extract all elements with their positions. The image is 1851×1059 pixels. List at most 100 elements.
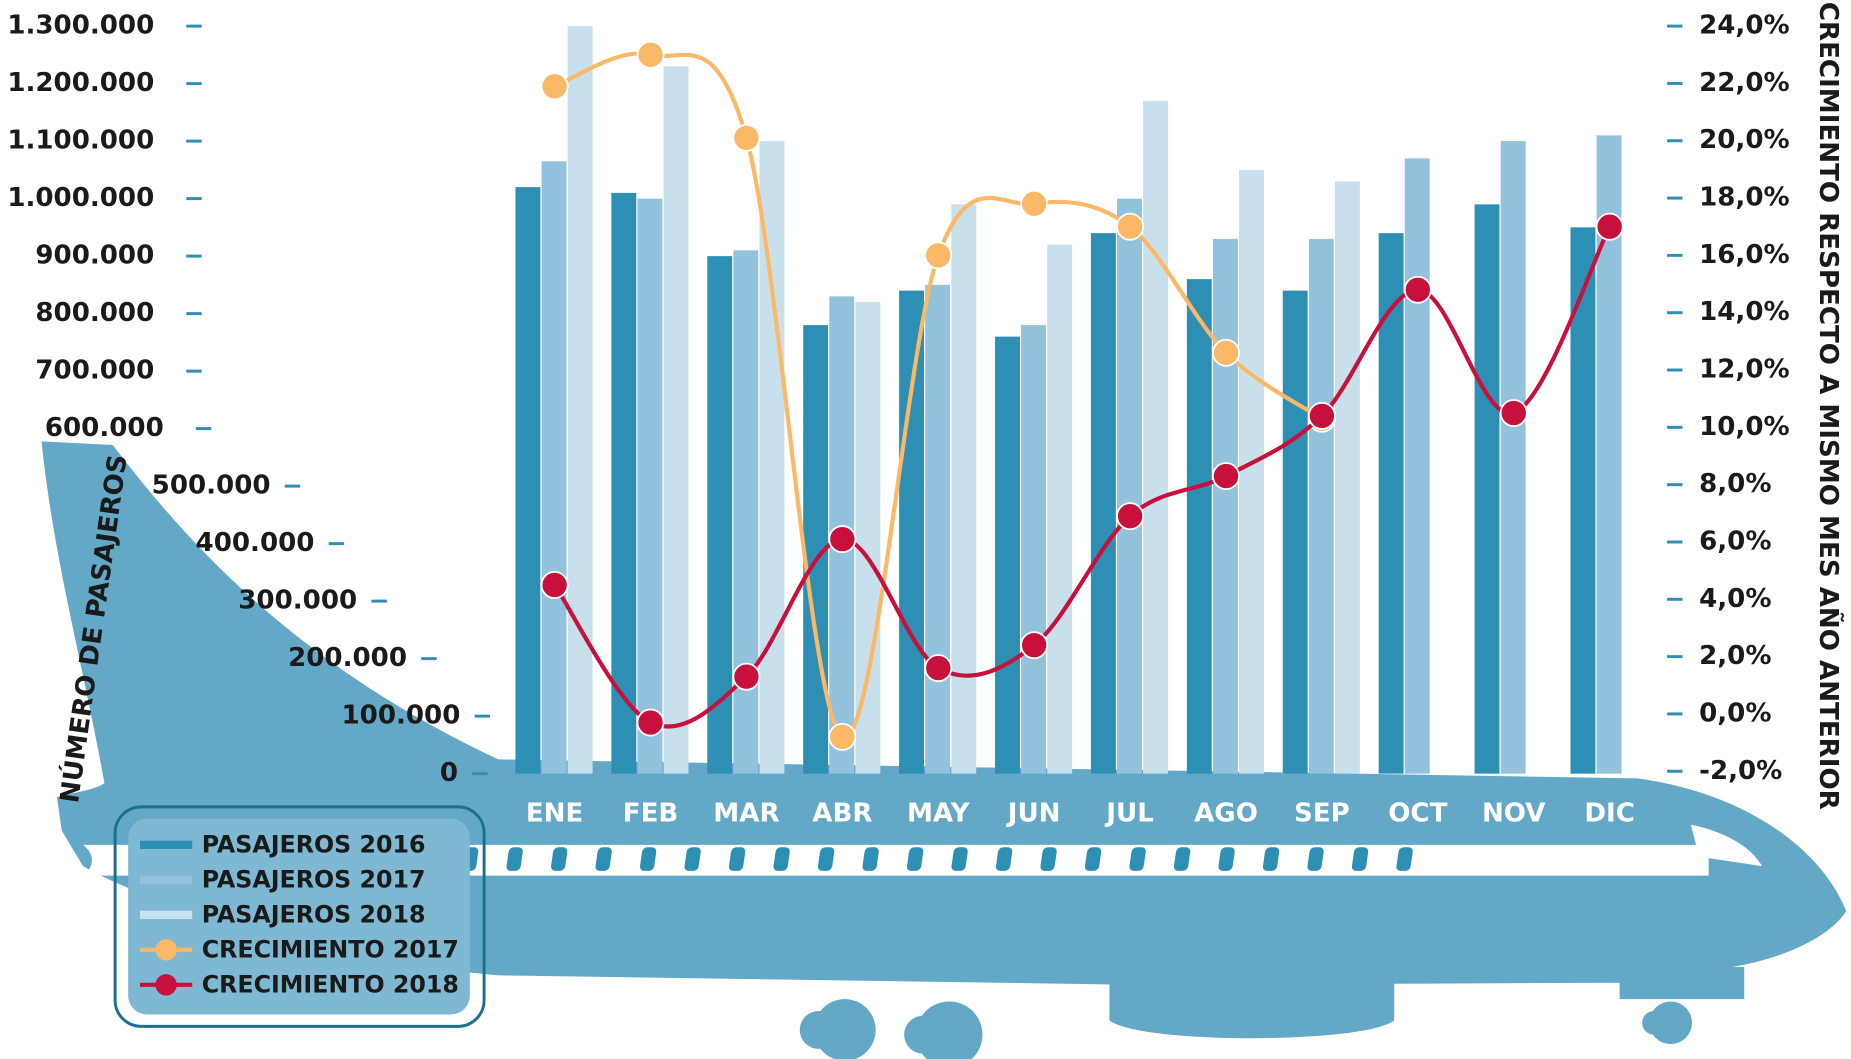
bar (1474, 204, 1500, 774)
bar (567, 26, 593, 774)
window (862, 847, 879, 871)
growth-marker (1116, 502, 1145, 531)
bar (1334, 181, 1360, 774)
y-tick-label: 800.000 (35, 298, 154, 328)
legend-label: CRECIMIENTO 2018 (202, 971, 459, 999)
y2-tick-label: 18,0% (1699, 183, 1790, 213)
y2-tick-label: 8,0% (1699, 469, 1771, 499)
growth-marker (1116, 212, 1145, 241)
x-tick-label: JUN (1006, 798, 1061, 828)
window (1173, 847, 1191, 871)
y2-tick-label: 20,0% (1699, 125, 1790, 155)
window (951, 847, 968, 871)
growth-marker (828, 525, 857, 554)
bar (707, 256, 733, 774)
window (728, 847, 746, 871)
window (773, 847, 790, 871)
growth-marker (924, 654, 953, 683)
bar (855, 302, 881, 774)
y2-tick-label: 12,0% (1699, 355, 1790, 385)
growth-marker (828, 722, 857, 751)
y-tick-label: 0 (440, 758, 458, 788)
y2-tick-label: 22,0% (1699, 68, 1790, 98)
growth-marker (924, 241, 953, 270)
bar (1308, 238, 1334, 774)
growth-marker (540, 571, 569, 599)
y-tick-label: 1.300.000 (7, 11, 154, 41)
bar (951, 204, 977, 774)
y-tick-label: 100.000 (342, 701, 461, 731)
y2-tick-label: -2,0% (1699, 756, 1782, 786)
x-tick-label: AGO (1194, 798, 1258, 828)
legend-label: PASAJEROS 2017 (202, 866, 426, 894)
legend-marker (155, 939, 177, 961)
y-tick-label: 900.000 (35, 241, 154, 271)
bar (925, 284, 951, 774)
y-tick-label: 400.000 (196, 528, 315, 558)
y-tick-label: 300.000 (238, 586, 357, 616)
x-tick-label: MAR (713, 798, 779, 828)
y-tick-label: 500.000 (152, 471, 271, 501)
window (639, 847, 657, 871)
bar (1143, 100, 1169, 774)
y-tick-label: 200.000 (288, 643, 407, 673)
window (595, 847, 612, 871)
window (1218, 847, 1235, 871)
x-tick-label: ENE (526, 798, 583, 828)
x-tick-label: NOV (1482, 798, 1546, 828)
bar (1117, 198, 1142, 774)
y-tick-label: 1.200.000 (7, 68, 154, 98)
bar (1378, 233, 1404, 774)
growth-marker (1499, 399, 1528, 427)
bar (759, 141, 785, 774)
y2-tick-label: 0,0% (1699, 698, 1771, 728)
growth-line (553, 51, 1324, 740)
bar (733, 250, 759, 774)
y-tick-label: 600.000 (45, 413, 164, 443)
growth-marker (1212, 462, 1240, 491)
x-tick-label: SEP (1294, 798, 1350, 828)
y2-axis-label: CRECIMIENTO RESPECTO A MISMO MES AÑO ANT… (1813, 2, 1845, 810)
bar (1239, 169, 1264, 774)
growth-marker (636, 708, 665, 737)
growth-marker (1595, 212, 1624, 241)
window (684, 847, 701, 871)
y2-tick-label: 2,0% (1699, 641, 1771, 671)
growth-marker (636, 40, 665, 69)
window (1129, 847, 1146, 871)
window (1262, 847, 1280, 871)
legend-background (128, 818, 470, 1015)
bar (541, 161, 567, 774)
growth-marker (1020, 189, 1049, 218)
airplane (41, 441, 1847, 1059)
bar (1500, 141, 1526, 774)
window (1307, 847, 1324, 871)
bar (663, 66, 689, 774)
window (1084, 847, 1102, 871)
window (995, 847, 1013, 871)
window (1396, 847, 1413, 871)
x-tick-label: MAY (907, 798, 971, 828)
legend-marker (155, 974, 177, 996)
legend-label: CRECIMIENTO 2017 (202, 936, 459, 964)
growth-marker (1403, 275, 1432, 304)
bar (1282, 290, 1308, 774)
growth-marker (732, 123, 761, 152)
bar (1047, 244, 1073, 774)
x-tick-label: JUL (1104, 798, 1154, 828)
y-tick-label: 1.000.000 (7, 183, 154, 213)
bar (1404, 158, 1430, 774)
window (817, 847, 835, 871)
window (1040, 847, 1057, 871)
bar (1186, 279, 1212, 774)
bar (1021, 325, 1047, 774)
x-tick-label: DIC (1584, 798, 1635, 828)
legend-label: PASAJEROS 2018 (202, 901, 426, 929)
growth-line (552, 225, 1612, 729)
bar (1090, 233, 1116, 774)
growth-marker (1212, 338, 1240, 367)
y2-tick-label: 10,0% (1699, 412, 1790, 442)
bar (1570, 227, 1596, 774)
